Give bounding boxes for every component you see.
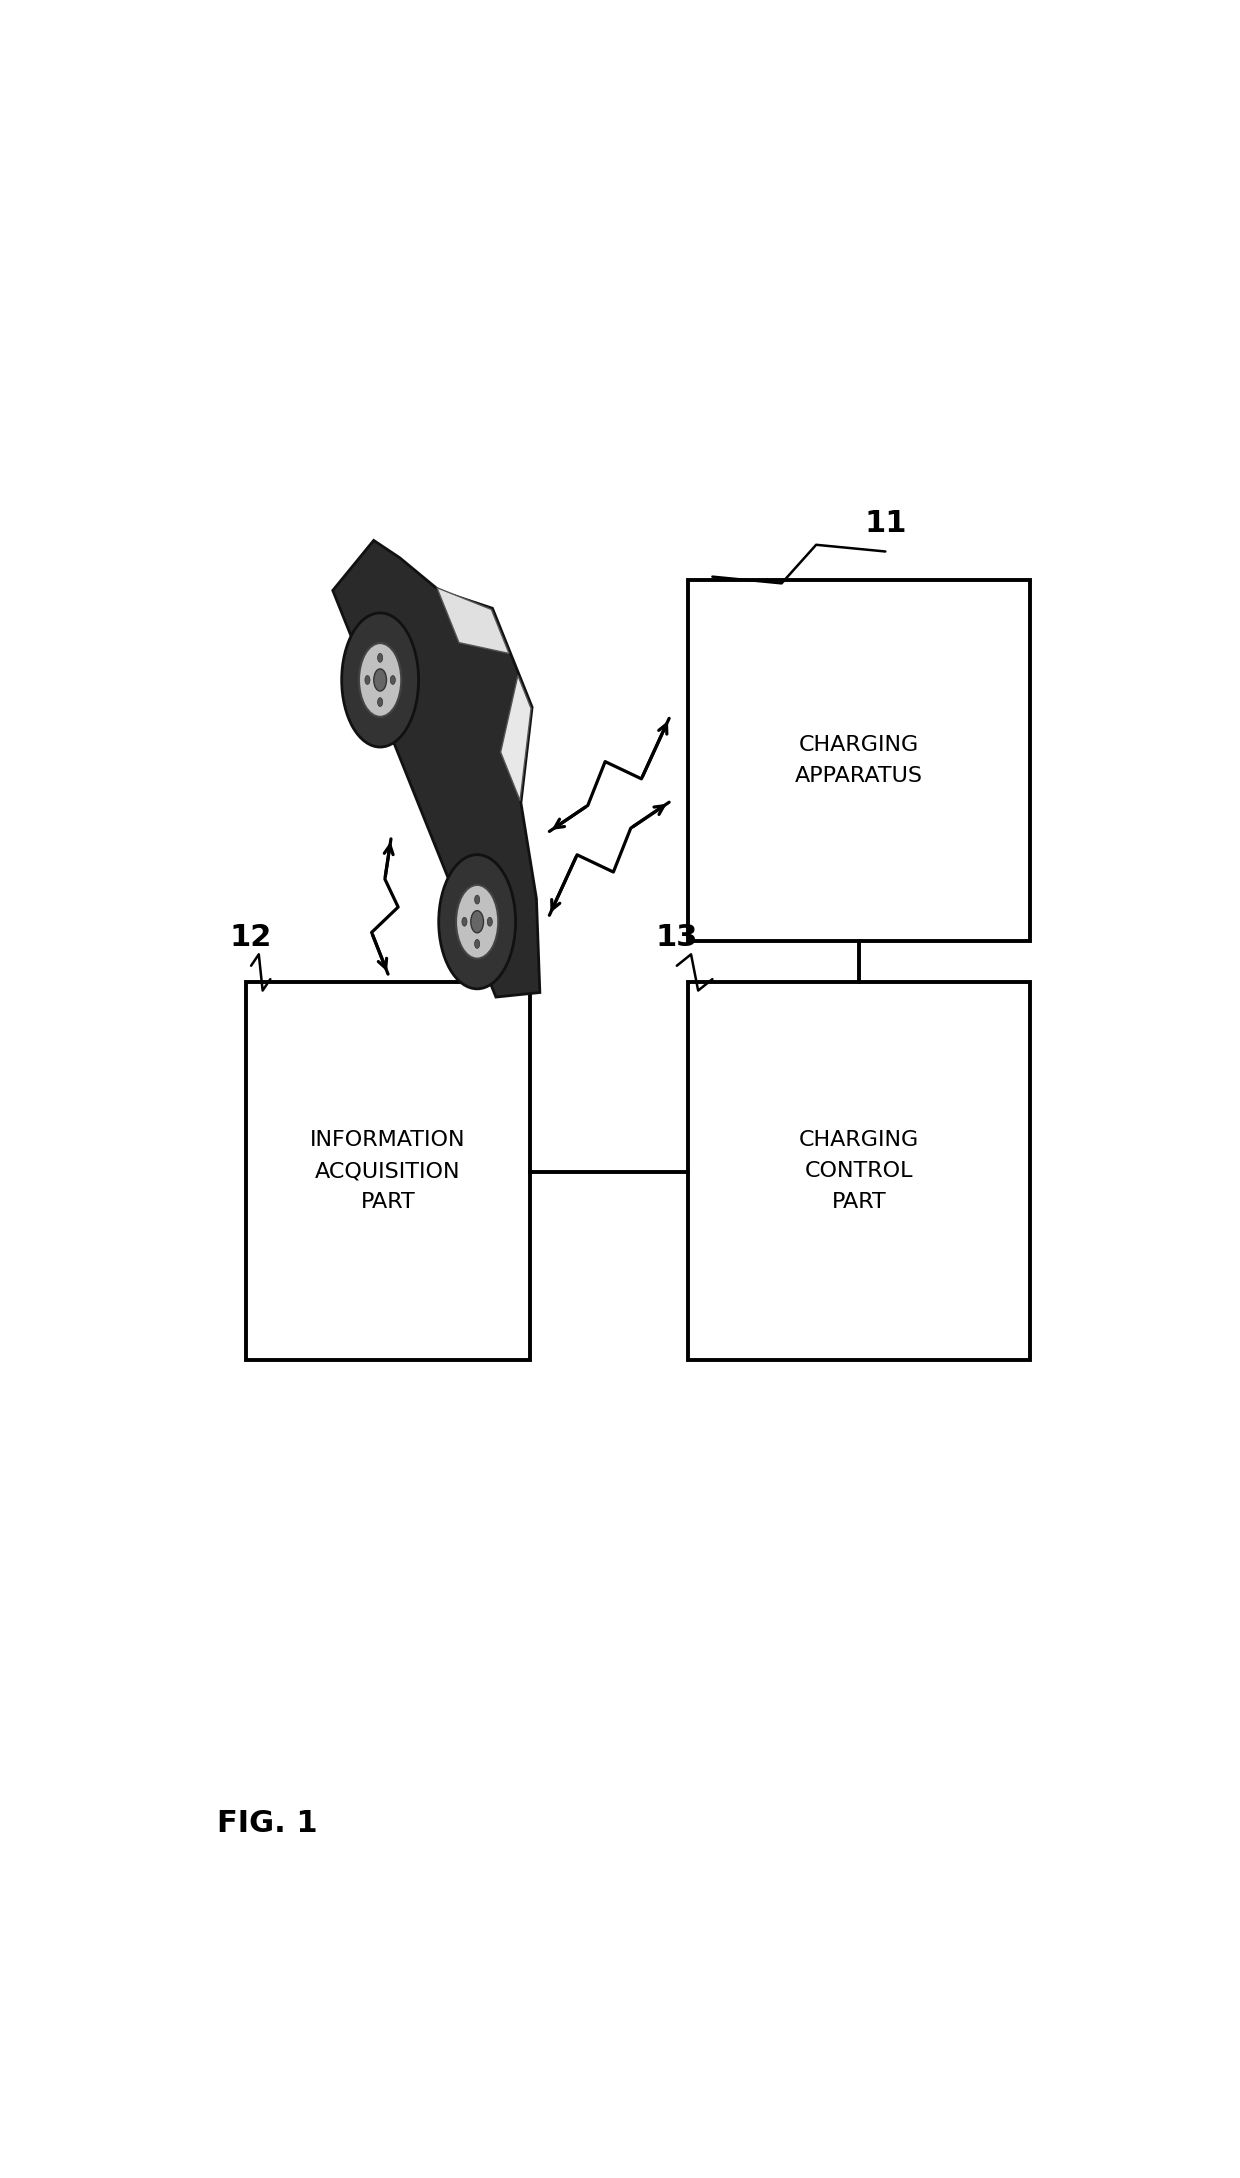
FancyBboxPatch shape	[688, 982, 1029, 1359]
FancyBboxPatch shape	[247, 982, 529, 1359]
Circle shape	[487, 917, 492, 926]
Circle shape	[373, 669, 387, 690]
Circle shape	[342, 612, 419, 747]
Polygon shape	[501, 675, 531, 802]
Circle shape	[391, 675, 396, 684]
Circle shape	[378, 697, 383, 706]
Circle shape	[439, 854, 516, 989]
Text: INFORMATION
ACQUISITION
PART: INFORMATION ACQUISITION PART	[310, 1130, 466, 1213]
Text: 12: 12	[229, 923, 273, 952]
FancyBboxPatch shape	[688, 579, 1029, 941]
Circle shape	[475, 939, 480, 947]
Text: CHARGING
APPARATUS: CHARGING APPARATUS	[795, 734, 923, 786]
Text: CHARGING
CONTROL
PART: CHARGING CONTROL PART	[799, 1130, 919, 1213]
Polygon shape	[436, 588, 510, 653]
Circle shape	[471, 910, 484, 932]
Circle shape	[463, 917, 467, 926]
Circle shape	[365, 675, 370, 684]
Circle shape	[378, 653, 383, 662]
Text: 13: 13	[656, 923, 698, 952]
Text: FIG. 1: FIG. 1	[217, 1808, 319, 1838]
Circle shape	[456, 884, 498, 958]
Circle shape	[475, 895, 480, 904]
Polygon shape	[332, 540, 539, 998]
Circle shape	[360, 643, 402, 717]
Text: 11: 11	[864, 510, 906, 538]
